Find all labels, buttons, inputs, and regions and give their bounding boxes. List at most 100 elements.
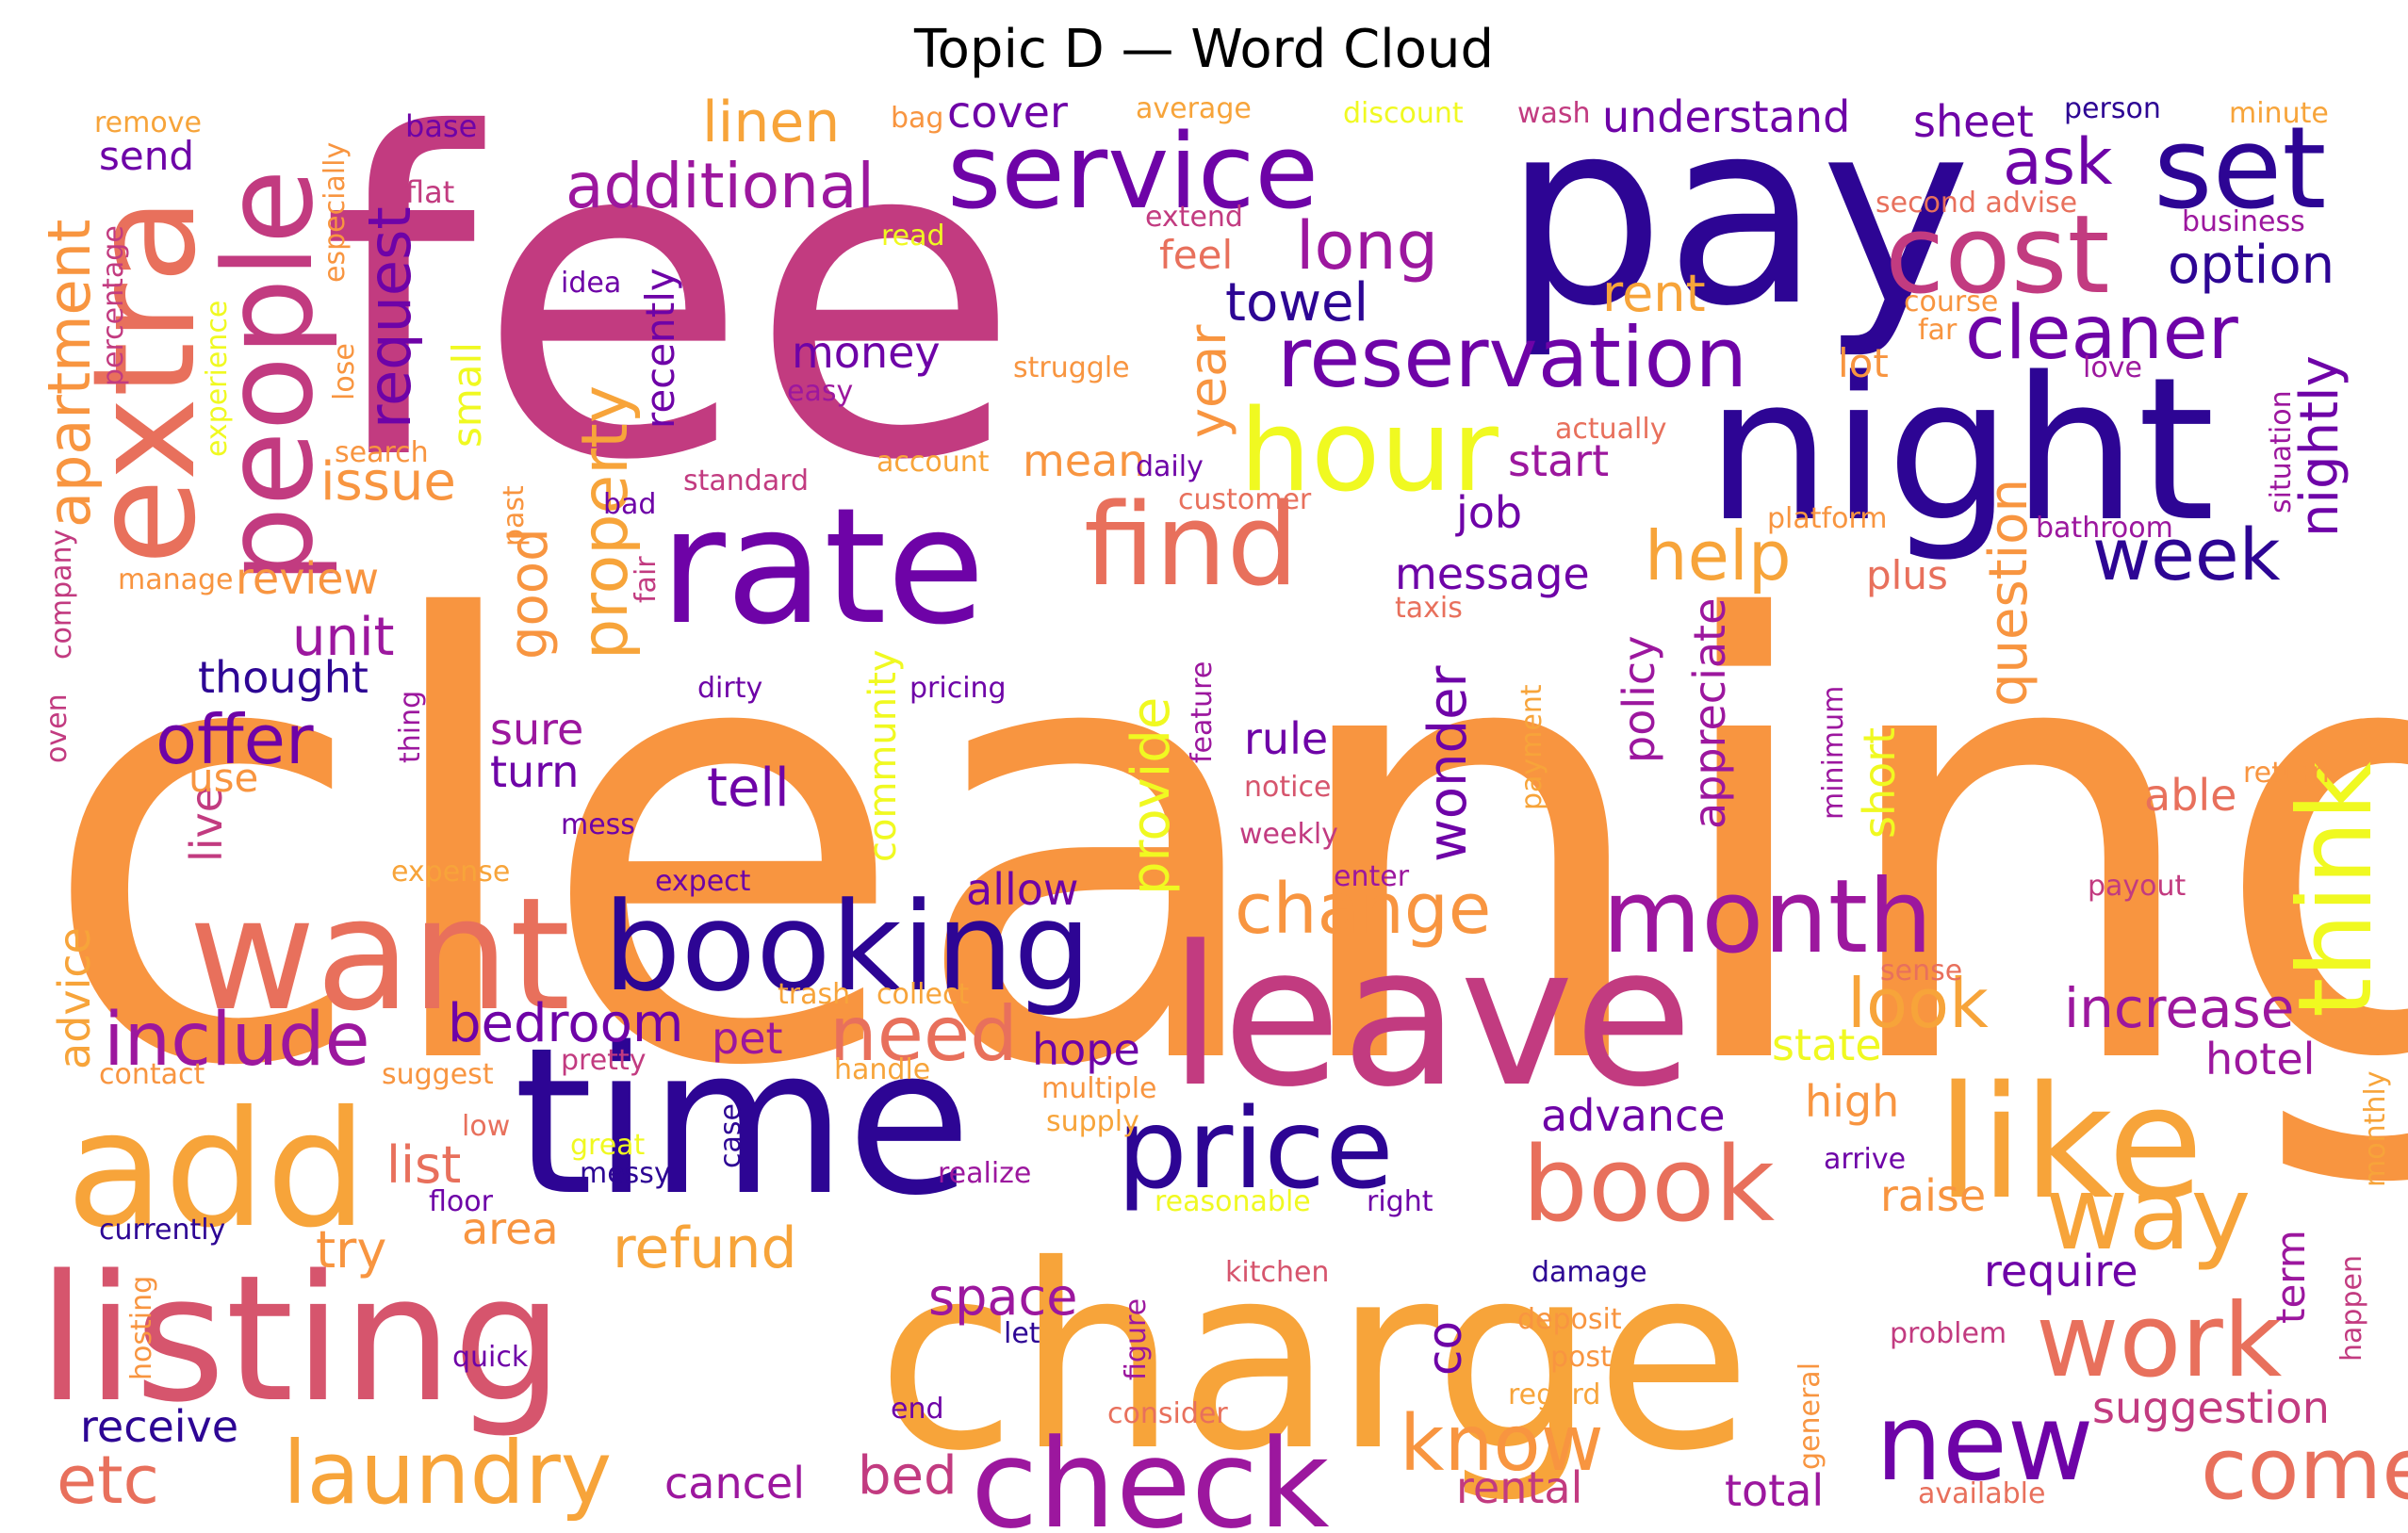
word-help: help: [1645, 516, 1792, 595]
word-high: high: [1805, 1076, 1899, 1127]
word-provide: provide: [1121, 697, 1182, 895]
word-fee: fee: [320, 41, 1022, 557]
word-start: start: [1508, 435, 1609, 486]
word-know: know: [1400, 1399, 1604, 1489]
word-realize: realize: [938, 1157, 1031, 1190]
word-thought: thought: [198, 652, 369, 703]
word-post: post: [1550, 1341, 1612, 1374]
word-weekly: weekly: [1239, 818, 1338, 851]
word-cleaning: cleaning: [38, 496, 2408, 1198]
word-enter: enter: [1334, 860, 1410, 893]
word-sense: sense: [1880, 954, 1962, 987]
word-return: return: [2243, 757, 2330, 790]
word-dirty: dirty: [697, 672, 762, 705]
word-bad: bad: [603, 488, 656, 521]
word-small: small: [444, 342, 490, 448]
word-issue: issue: [320, 451, 456, 513]
word-course: course: [1904, 285, 1998, 318]
word-case: case: [714, 1103, 747, 1168]
word-feel: feel: [1159, 232, 1233, 278]
word-receive: receive: [80, 1401, 238, 1452]
word-advice: advice: [49, 927, 100, 1069]
word-second-advise: second advise: [1876, 187, 2077, 220]
word-base: base: [405, 108, 477, 144]
word-price: price: [1117, 1084, 1394, 1214]
word-tell: tell: [707, 758, 790, 819]
word-past: past: [498, 485, 531, 546]
word-plus: plus: [1866, 552, 1948, 598]
word-account: account: [876, 446, 990, 479]
word-bed: bed: [858, 1445, 958, 1507]
word-pricing: pricing: [909, 672, 1007, 705]
word-cleaner: cleaner: [1965, 291, 2239, 376]
word-appreciate: appreciate: [1684, 598, 1735, 829]
word-linen: linen: [702, 90, 840, 155]
word-quick: quick: [452, 1341, 529, 1374]
word-rent: rent: [1602, 264, 1706, 323]
word-idea: idea: [561, 267, 621, 300]
word-average: average: [1136, 92, 1252, 125]
word-charge: charge: [876, 1210, 1752, 1507]
word-laundry: laundry: [283, 1423, 612, 1524]
word-expect: expect: [655, 865, 751, 898]
word-struggle: struggle: [1013, 351, 1130, 384]
word-sure: sure: [490, 704, 583, 755]
word-good: good: [499, 528, 560, 660]
word-want: want: [188, 864, 570, 1045]
word-search: search: [335, 436, 429, 469]
word-add: add: [66, 1077, 368, 1264]
word-year: year: [1178, 324, 1237, 438]
word-work: work: [2036, 1282, 2283, 1400]
word-cost: cost: [1885, 192, 2110, 318]
word-arrive: arrive: [1824, 1143, 1906, 1176]
word-message: message: [1395, 548, 1590, 599]
word-money: money: [792, 327, 941, 378]
word-towel: towel: [1225, 272, 1368, 334]
word-feature: feature: [1186, 661, 1219, 763]
word-general: general: [1794, 1362, 1826, 1470]
word-contact: contact: [99, 1058, 205, 1091]
word-currently: currently: [99, 1214, 225, 1247]
word-review: review: [236, 553, 379, 604]
word-especially: especially: [319, 142, 352, 283]
word-term: term: [2268, 1230, 2314, 1324]
word-change: change: [1235, 869, 1491, 950]
word-area: area: [462, 1203, 559, 1254]
word-collect: collect: [876, 978, 969, 1011]
word-standard: standard: [683, 465, 809, 497]
word-rental: rental: [1456, 1462, 1582, 1513]
word-messy: messy: [580, 1157, 671, 1190]
word-recently: recently: [637, 268, 683, 429]
word-include: include: [104, 998, 370, 1083]
word-cover: cover: [947, 87, 1068, 138]
word-refund: refund: [613, 1215, 797, 1281]
word-able: able: [2144, 770, 2236, 821]
word-floor: floor: [429, 1185, 494, 1218]
word-sheet: sheet: [1913, 96, 2034, 147]
word-platform: platform: [1767, 502, 1887, 535]
word-pretty: pretty: [561, 1044, 646, 1077]
word-question: question: [1978, 479, 2039, 707]
word-try: try: [316, 1220, 386, 1280]
word-space: space: [928, 1267, 1077, 1327]
word-list: list: [386, 1135, 461, 1195]
word-hotel: hotel: [2205, 1034, 2315, 1085]
word-unit: unit: [292, 607, 395, 668]
word-use: use: [188, 755, 258, 801]
word-like: like: [1937, 1052, 2203, 1233]
word-daily: daily: [1136, 450, 1204, 483]
word-oven: oven: [41, 693, 74, 763]
word-love: love: [2083, 351, 2142, 384]
chart-title: Topic D — Word Cloud: [913, 19, 1495, 80]
word-right: right: [1367, 1185, 1433, 1218]
word-new: new: [1876, 1382, 2094, 1505]
word-find: find: [1084, 481, 1299, 612]
word-let: let: [1004, 1317, 1040, 1350]
word-regard: regard: [1508, 1378, 1600, 1411]
word-supply: supply: [1046, 1105, 1139, 1138]
word-request: request: [355, 206, 424, 429]
word-think: think: [2277, 761, 2395, 1018]
word-option: option: [2168, 235, 2334, 296]
word-month: month: [1602, 858, 1933, 976]
